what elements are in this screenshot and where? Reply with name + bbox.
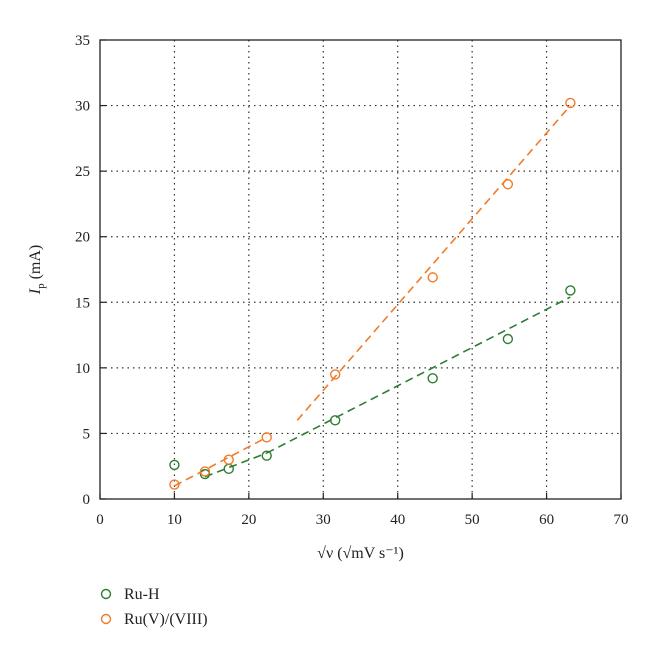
plot-frame — [99, 39, 622, 500]
y-axis-subscript: p — [35, 283, 47, 289]
y-tick-label: 15 — [75, 295, 90, 311]
data-point-ru-h — [427, 373, 438, 384]
data-point-ru-v-viii — [565, 97, 576, 109]
x-tick-label: 0 — [96, 512, 104, 528]
data-points — [169, 97, 576, 490]
y-axis-unit: (mA) — [27, 245, 44, 284]
fit-line-ru-h — [266, 296, 571, 454]
x-tick-label: 10 — [167, 512, 182, 528]
y-tick-label: 5 — [83, 426, 91, 442]
data-point-ru-v-viii — [329, 369, 341, 380]
x-tick-label: 20 — [241, 512, 256, 528]
fit-lines — [174, 105, 571, 487]
y-axis-title: Ip (mA) — [27, 245, 47, 295]
x-tick-label: 50 — [465, 512, 480, 528]
y-tick-label: 30 — [75, 99, 90, 115]
legend-marker-ru-h — [100, 588, 112, 600]
grid — [100, 40, 621, 499]
y-tick-label: 10 — [75, 361, 90, 377]
data-point-ru-v-viii — [261, 432, 272, 443]
data-point-ru-v-viii — [502, 179, 514, 190]
data-point-ru-v-viii — [427, 272, 438, 283]
legend: Ru-H Ru(V)/(VIII) — [100, 586, 208, 628]
legend-label-ru-h: Ru-H — [124, 586, 160, 603]
data-point-ru-h — [199, 468, 211, 480]
legend-label-ru-v-viii: Ru(V)/(VIII) — [124, 611, 208, 628]
fit-line-ru-v-viii — [174, 436, 268, 487]
y-tick-label: 20 — [75, 230, 90, 246]
data-point-ru-h — [169, 459, 180, 471]
legend-marker-ru-v-viii — [100, 613, 112, 625]
data-point-ru-h — [329, 415, 341, 426]
data-point-ru-v-viii — [169, 479, 180, 490]
data-point-ru-h — [565, 285, 576, 296]
fit-line-ru-h — [204, 452, 268, 478]
y-axis-symbol: I — [27, 288, 44, 295]
x-axis-title: √ν (√mV s⁻¹) — [317, 545, 404, 562]
x-tick-label: 30 — [316, 512, 331, 528]
data-point-ru-h — [223, 463, 234, 475]
x-tick-label: 70 — [614, 512, 629, 528]
ticks: 0 10 20 30 40 50 60 70 0 5 10 15 20 25 30 35 — [75, 33, 629, 528]
data-point-ru-v-viii — [199, 466, 211, 477]
data-point-ru-h — [261, 450, 272, 461]
y-tick-label: 0 — [83, 492, 91, 508]
x-tick-label: 40 — [390, 512, 405, 528]
y-tick-label: 35 — [75, 33, 90, 49]
data-point-ru-h — [502, 333, 514, 345]
data-point-ru-v-viii — [223, 454, 234, 465]
x-tick-label: 60 — [539, 512, 554, 528]
y-tick-label: 25 — [75, 164, 90, 180]
fit-line-ru-v-viii — [296, 105, 571, 421]
